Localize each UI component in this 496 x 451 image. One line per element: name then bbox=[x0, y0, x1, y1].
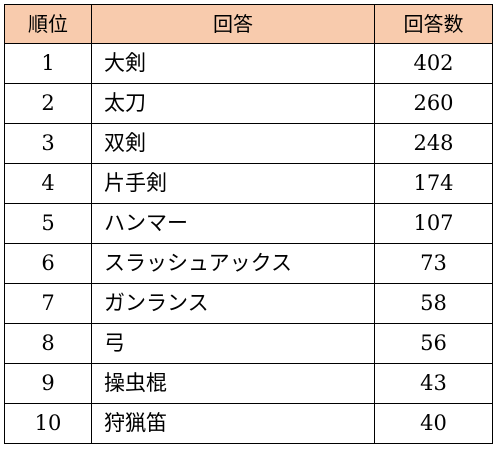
count-cell: 56 bbox=[374, 323, 493, 364]
rank-cell: 9 bbox=[4, 363, 92, 404]
header-answer: 回答 bbox=[91, 4, 375, 44]
count-cell: 107 bbox=[374, 203, 493, 244]
rank-cell: 6 bbox=[4, 243, 92, 284]
table-row: 2 太刀 260 bbox=[4, 83, 493, 124]
count-cell: 174 bbox=[374, 163, 493, 204]
table-row: 7 ガンランス 58 bbox=[4, 283, 493, 324]
ranking-table: 順位 回答 回答数 1 大剣 402 2 太刀 260 3 双剣 248 4 片… bbox=[4, 4, 493, 444]
count-cell: 248 bbox=[374, 123, 493, 164]
table-row: 10 狩猟笛 40 bbox=[4, 403, 493, 444]
rank-cell: 5 bbox=[4, 203, 92, 244]
table-row: 9 操虫棍 43 bbox=[4, 363, 493, 404]
answer-cell: ガンランス bbox=[91, 283, 375, 324]
header-count: 回答数 bbox=[374, 4, 493, 44]
answer-cell: 双剣 bbox=[91, 123, 375, 164]
answer-cell: 大剣 bbox=[91, 43, 375, 84]
table-row: 6 スラッシュアックス 73 bbox=[4, 243, 493, 284]
count-cell: 58 bbox=[374, 283, 493, 324]
answer-cell: 太刀 bbox=[91, 83, 375, 124]
answer-cell: 狩猟笛 bbox=[91, 403, 375, 444]
answer-cell: 片手剣 bbox=[91, 163, 375, 204]
table-row: 3 双剣 248 bbox=[4, 123, 493, 164]
answer-cell: スラッシュアックス bbox=[91, 243, 375, 284]
header-row: 順位 回答 回答数 bbox=[4, 4, 493, 44]
header-rank: 順位 bbox=[4, 4, 92, 44]
table-row: 1 大剣 402 bbox=[4, 43, 493, 84]
rank-cell: 3 bbox=[4, 123, 92, 164]
rank-cell: 2 bbox=[4, 83, 92, 124]
rank-cell: 8 bbox=[4, 323, 92, 364]
table-row: 4 片手剣 174 bbox=[4, 163, 493, 204]
count-cell: 402 bbox=[374, 43, 493, 84]
rank-cell: 1 bbox=[4, 43, 92, 84]
table-row: 5 ハンマー 107 bbox=[4, 203, 493, 244]
count-cell: 43 bbox=[374, 363, 493, 404]
rank-cell: 4 bbox=[4, 163, 92, 204]
table-header: 順位 回答 回答数 bbox=[4, 4, 493, 44]
answer-cell: 弓 bbox=[91, 323, 375, 364]
answer-cell: ハンマー bbox=[91, 203, 375, 244]
answer-cell: 操虫棍 bbox=[91, 363, 375, 404]
count-cell: 260 bbox=[374, 83, 493, 124]
table-body: 1 大剣 402 2 太刀 260 3 双剣 248 4 片手剣 174 5 ハ… bbox=[4, 43, 493, 444]
rank-cell: 7 bbox=[4, 283, 92, 324]
count-cell: 73 bbox=[374, 243, 493, 284]
count-cell: 40 bbox=[374, 403, 493, 444]
rank-cell: 10 bbox=[4, 403, 92, 444]
table-row: 8 弓 56 bbox=[4, 323, 493, 364]
